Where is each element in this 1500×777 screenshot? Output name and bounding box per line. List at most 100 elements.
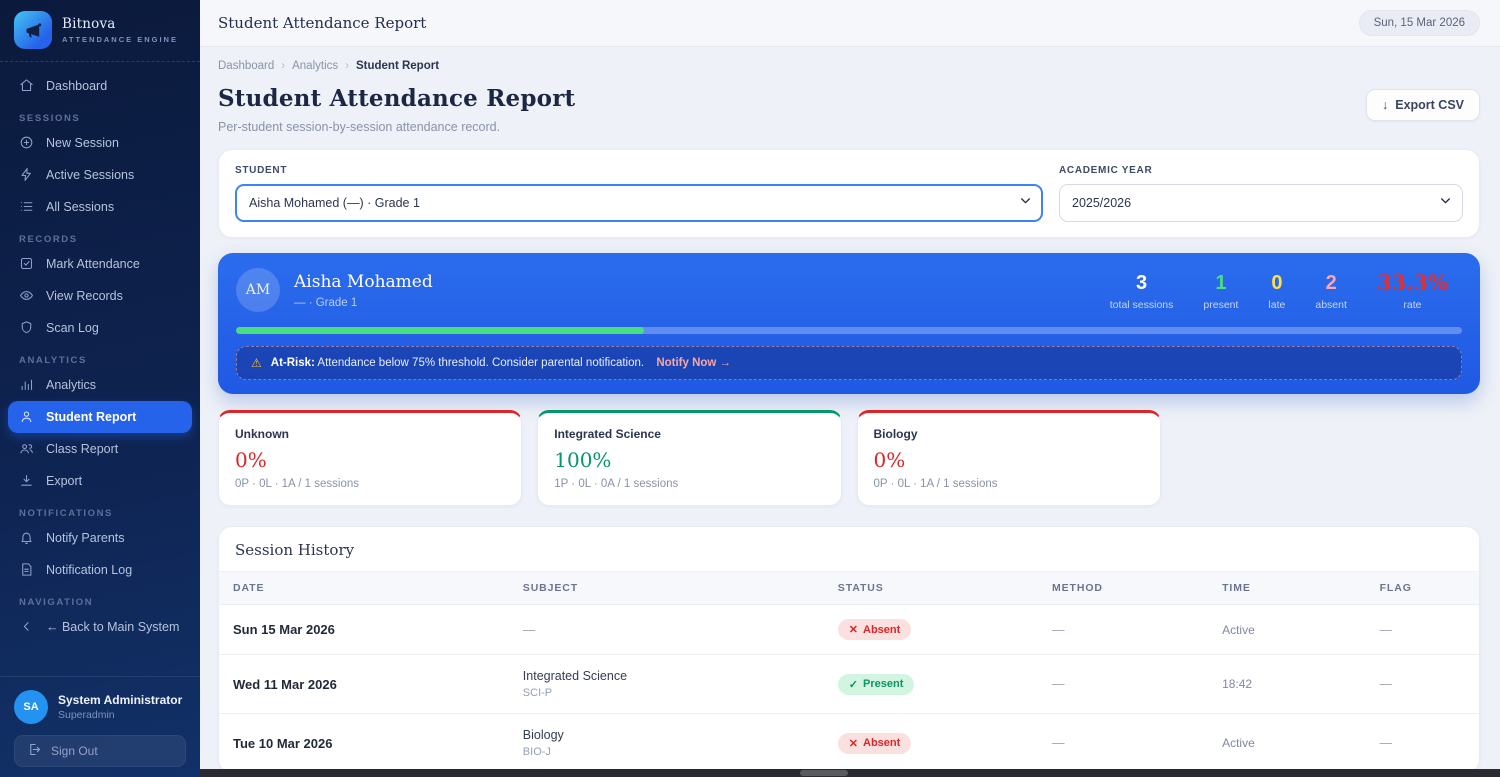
sidebar-item-view-records[interactable]: View Records: [0, 280, 200, 312]
subject-card-biology: Biology 0% 0P · 0L · 1A / 1 sessions: [856, 410, 1161, 506]
subject-card-integrated-science: Integrated Science 100% 1P · 0L · 0A / 1 s…: [537, 410, 842, 506]
avatar: SA: [14, 690, 48, 724]
column-header-date: DATE: [219, 571, 509, 605]
sidebar-item-label: Export: [46, 474, 83, 488]
cell-method: —: [1051, 622, 1065, 637]
sidebar-item-label: Analytics: [46, 378, 97, 392]
home-icon: [19, 78, 35, 94]
logout-icon: [27, 742, 42, 760]
subject-name: Integrated Science: [554, 427, 661, 441]
main-area: Student Attendance Report Sun, 15 Mar 20…: [200, 0, 1500, 777]
subject-code: BIO-J: [522, 746, 551, 758]
sidebar-item-label: ← Back to Main System: [46, 620, 180, 634]
shield-icon: [19, 320, 35, 336]
stat-label: total sessions: [1109, 298, 1174, 311]
brand-name: Bitnova: [62, 16, 116, 32]
table-row: Tue 10 Mar 2026 Biology BIO-J ✕ Absent — Activ…: [219, 713, 1479, 772]
stat-rate: 33.3% rate: [1377, 270, 1448, 311]
student-summary-card: AM Aisha Mohamed — · Grade 1 3 total sess…: [218, 253, 1480, 394]
sidebar-item-student-report[interactable]: Student Report: [8, 401, 192, 433]
notify-now-link[interactable]: Notify Now →: [656, 357, 732, 369]
sidebar-item-label: Class Report: [46, 442, 119, 456]
cell-flag: —: [1365, 713, 1479, 772]
breadcrumb-analytics[interactable]: Analytics: [292, 60, 339, 72]
sidebar-item-label: View Records: [46, 289, 123, 303]
nav-section-sessions: SESSIONS: [19, 113, 81, 124]
breadcrumb-separator: ›: [345, 60, 349, 72]
user-name: System Administrator: [58, 693, 183, 707]
subject-title: Integrated Science: [522, 669, 628, 683]
cell-method: —: [1037, 654, 1209, 714]
cell-date: Tue 10 Mar 2026: [219, 713, 509, 772]
sidebar-item-active-sessions[interactable]: Active Sessions: [0, 159, 200, 191]
download-icon: [19, 473, 35, 489]
bell-icon: [19, 530, 35, 546]
status-label: Absent: [863, 737, 901, 749]
sidebar-item-notify-parents[interactable]: Notify Parents: [0, 522, 200, 554]
subject-rate: 100%: [554, 448, 612, 472]
summary-stats: 3 total sessions 1 present 0 late 2 absent 33.3%…: [1110, 270, 1462, 311]
file-text-icon: [19, 562, 35, 578]
cell-flag: —: [1365, 654, 1479, 714]
stat-present: 1 present: [1203, 272, 1238, 311]
horizontal-scrollbar[interactable]: [200, 769, 1500, 777]
sidebar-item-label: All Sessions: [46, 200, 115, 214]
subject-title: Biology: [522, 728, 564, 742]
user-icon: [19, 409, 35, 425]
sidebar-item-label: Student Report: [46, 410, 137, 424]
bolt-icon: [19, 167, 35, 183]
status-label: Absent: [863, 623, 901, 636]
student-meta: — · Grade 1: [294, 296, 358, 309]
student-avatar: AM: [236, 268, 280, 312]
sidebar-item-analytics[interactable]: Analytics: [0, 369, 200, 401]
sidebar-item-export[interactable]: Export: [0, 465, 200, 497]
cell-subject: —: [522, 622, 536, 637]
student-select[interactable]: Aisha Mohamed (—) · Grade 1: [235, 184, 1043, 222]
eye-icon: [19, 288, 35, 304]
nav-section-notifications: NOTIFICATIONS: [19, 508, 113, 519]
page-subtitle: Per-student session-by-session attendanc…: [218, 120, 501, 134]
sidebar-item-all-sessions[interactable]: All Sessions: [0, 191, 200, 223]
sign-out-button[interactable]: Sign Out: [14, 735, 186, 767]
attendance-progress-fill: [236, 327, 645, 334]
breadcrumb: Dashboard › Analytics › Student Report: [218, 60, 1480, 72]
sidebar-item-label: Mark Attendance: [46, 257, 140, 271]
brand-tagline: ATTENDANCE ENGINE: [62, 35, 178, 44]
subject-card-unknown: Unknown 0% 0P · 0L · 1A / 1 sessions: [218, 410, 523, 506]
student-name: Aisha Mohamed: [294, 271, 433, 292]
column-header-method: METHOD: [1037, 571, 1209, 605]
student-select-label: STUDENT: [235, 165, 288, 176]
cross-icon: ✕: [848, 624, 859, 636]
topbar-title: Student Attendance Report: [218, 14, 427, 32]
filter-card: STUDENT Aisha Mohamed (—) · Grade 1 ACAD…: [218, 149, 1480, 238]
breadcrumb-dashboard[interactable]: Dashboard: [218, 60, 275, 72]
session-history-card: Session History DATE SUBJECT STATUS METHOD T…: [218, 526, 1480, 773]
chart-icon: [19, 377, 35, 393]
export-csv-button[interactable]: ↓ Export CSV: [1365, 89, 1480, 121]
check-icon: ✓: [848, 678, 859, 691]
nav-section-analytics: ANALYTICS: [19, 355, 87, 366]
stat-value: 2: [1325, 271, 1337, 294]
sidebar-item-label: Active Sessions: [46, 168, 135, 182]
sidebar-item-mark-attendance[interactable]: Mark Attendance: [0, 248, 200, 280]
sidebar-item-back-to-main-system[interactable]: ← Back to Main System: [0, 611, 200, 643]
cell-date: Sun 15 Mar 2026: [233, 622, 335, 637]
sidebar-item-label: New Session: [46, 136, 119, 150]
warning-icon: ⚠: [251, 356, 262, 370]
sidebar-item-notification-log[interactable]: Notification Log: [0, 554, 200, 586]
attendance-progress-track: [236, 327, 1462, 334]
status-badge: ✕ Absent: [837, 619, 912, 640]
at-risk-banner: ⚠ At-Risk: Attendance below 75% threshol…: [236, 346, 1462, 380]
academic-year-select[interactable]: 2025/2026: [1059, 184, 1463, 222]
scrollbar-thumb[interactable]: [800, 770, 848, 776]
column-header-status: STATUS: [823, 571, 1038, 605]
stat-absent: 2 absent: [1315, 272, 1347, 311]
sidebar-user-area: SA System Administrator Superadmin Sign …: [0, 676, 200, 777]
users-icon: [19, 441, 35, 457]
sign-out-label: Sign Out: [51, 744, 98, 758]
sidebar-item-dashboard[interactable]: Dashboard: [0, 70, 200, 102]
sidebar-item-class-report[interactable]: Class Report: [0, 433, 200, 465]
sidebar-item-scan-log[interactable]: Scan Log: [0, 312, 200, 344]
check-square-icon: [19, 256, 35, 272]
sidebar-item-new-session[interactable]: New Session: [0, 127, 200, 159]
